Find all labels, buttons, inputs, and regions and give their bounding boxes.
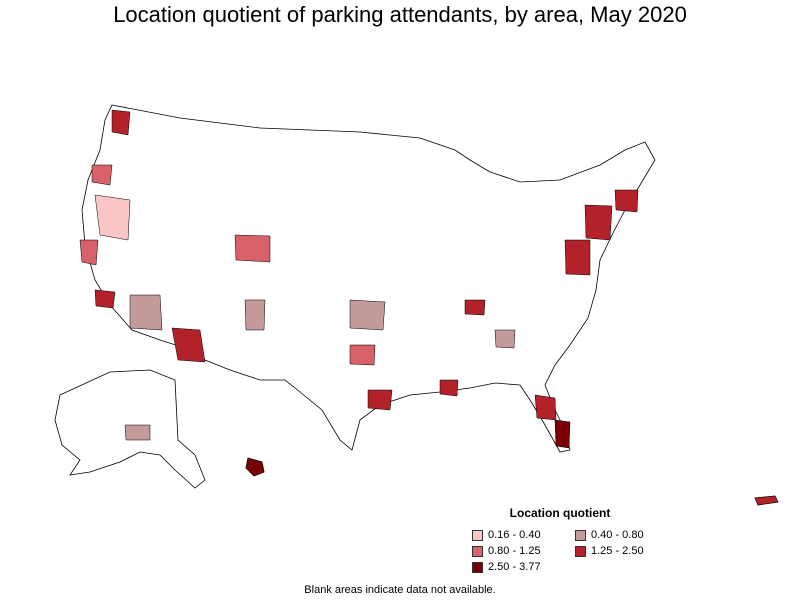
area-portland	[91, 164, 113, 186]
legend-label-3: 1.25 - 2.50	[591, 545, 644, 557]
area-colorado	[234, 234, 271, 263]
legend-swatch-1	[575, 529, 586, 541]
legend-label-1: 0.40 - 0.80	[591, 529, 644, 541]
legend-label-0: 0.16 - 0.40	[488, 529, 541, 541]
legend-label-4: 2.50 - 3.77	[488, 561, 541, 573]
legend-item-3: 1.25 - 2.50	[575, 545, 644, 557]
area-new-york	[584, 204, 613, 241]
area-tampa	[534, 394, 557, 421]
area-atlanta	[494, 329, 516, 349]
legend-swatch-0	[472, 529, 483, 541]
area-tennessee	[464, 299, 486, 316]
area-houston	[367, 389, 393, 411]
area-nevada	[94, 194, 131, 241]
area-seattle	[111, 109, 131, 136]
area-oklahoma	[349, 299, 386, 331]
legend-item-4: 2.50 - 3.77	[472, 561, 541, 573]
legend-label-2: 0.80 - 1.25	[488, 545, 541, 557]
area-miami	[554, 419, 571, 449]
area-alaska-anchorage	[124, 424, 151, 441]
area-las-vegas	[129, 294, 163, 331]
area-new-mexico	[244, 299, 266, 331]
legend-swatch-2	[472, 545, 483, 557]
area-puerto-rico	[754, 495, 779, 506]
area-hawaii-honolulu	[245, 457, 265, 477]
area-dc-virginia	[564, 239, 591, 276]
legend-swatch-4	[472, 561, 483, 573]
area-phoenix	[171, 327, 206, 363]
contiguous-us-outline	[81, 104, 656, 453]
area-dallas	[349, 344, 376, 366]
legend-item-2: 0.80 - 1.25	[472, 545, 541, 557]
area-boston	[614, 189, 639, 213]
legend-title: Location quotient	[509, 506, 611, 520]
area-new-orleans	[439, 379, 459, 397]
footnote: Blank areas indicate data not available.	[304, 584, 496, 596]
legend-swatch-3	[575, 545, 586, 557]
map-title: Location quotient of parking attendants,…	[113, 2, 687, 27]
area-los-angeles	[94, 289, 116, 309]
legend-item-1: 0.40 - 0.80	[575, 529, 644, 541]
area-sf-bay	[79, 239, 99, 266]
legend-item-0: 0.16 - 0.40	[472, 529, 541, 541]
